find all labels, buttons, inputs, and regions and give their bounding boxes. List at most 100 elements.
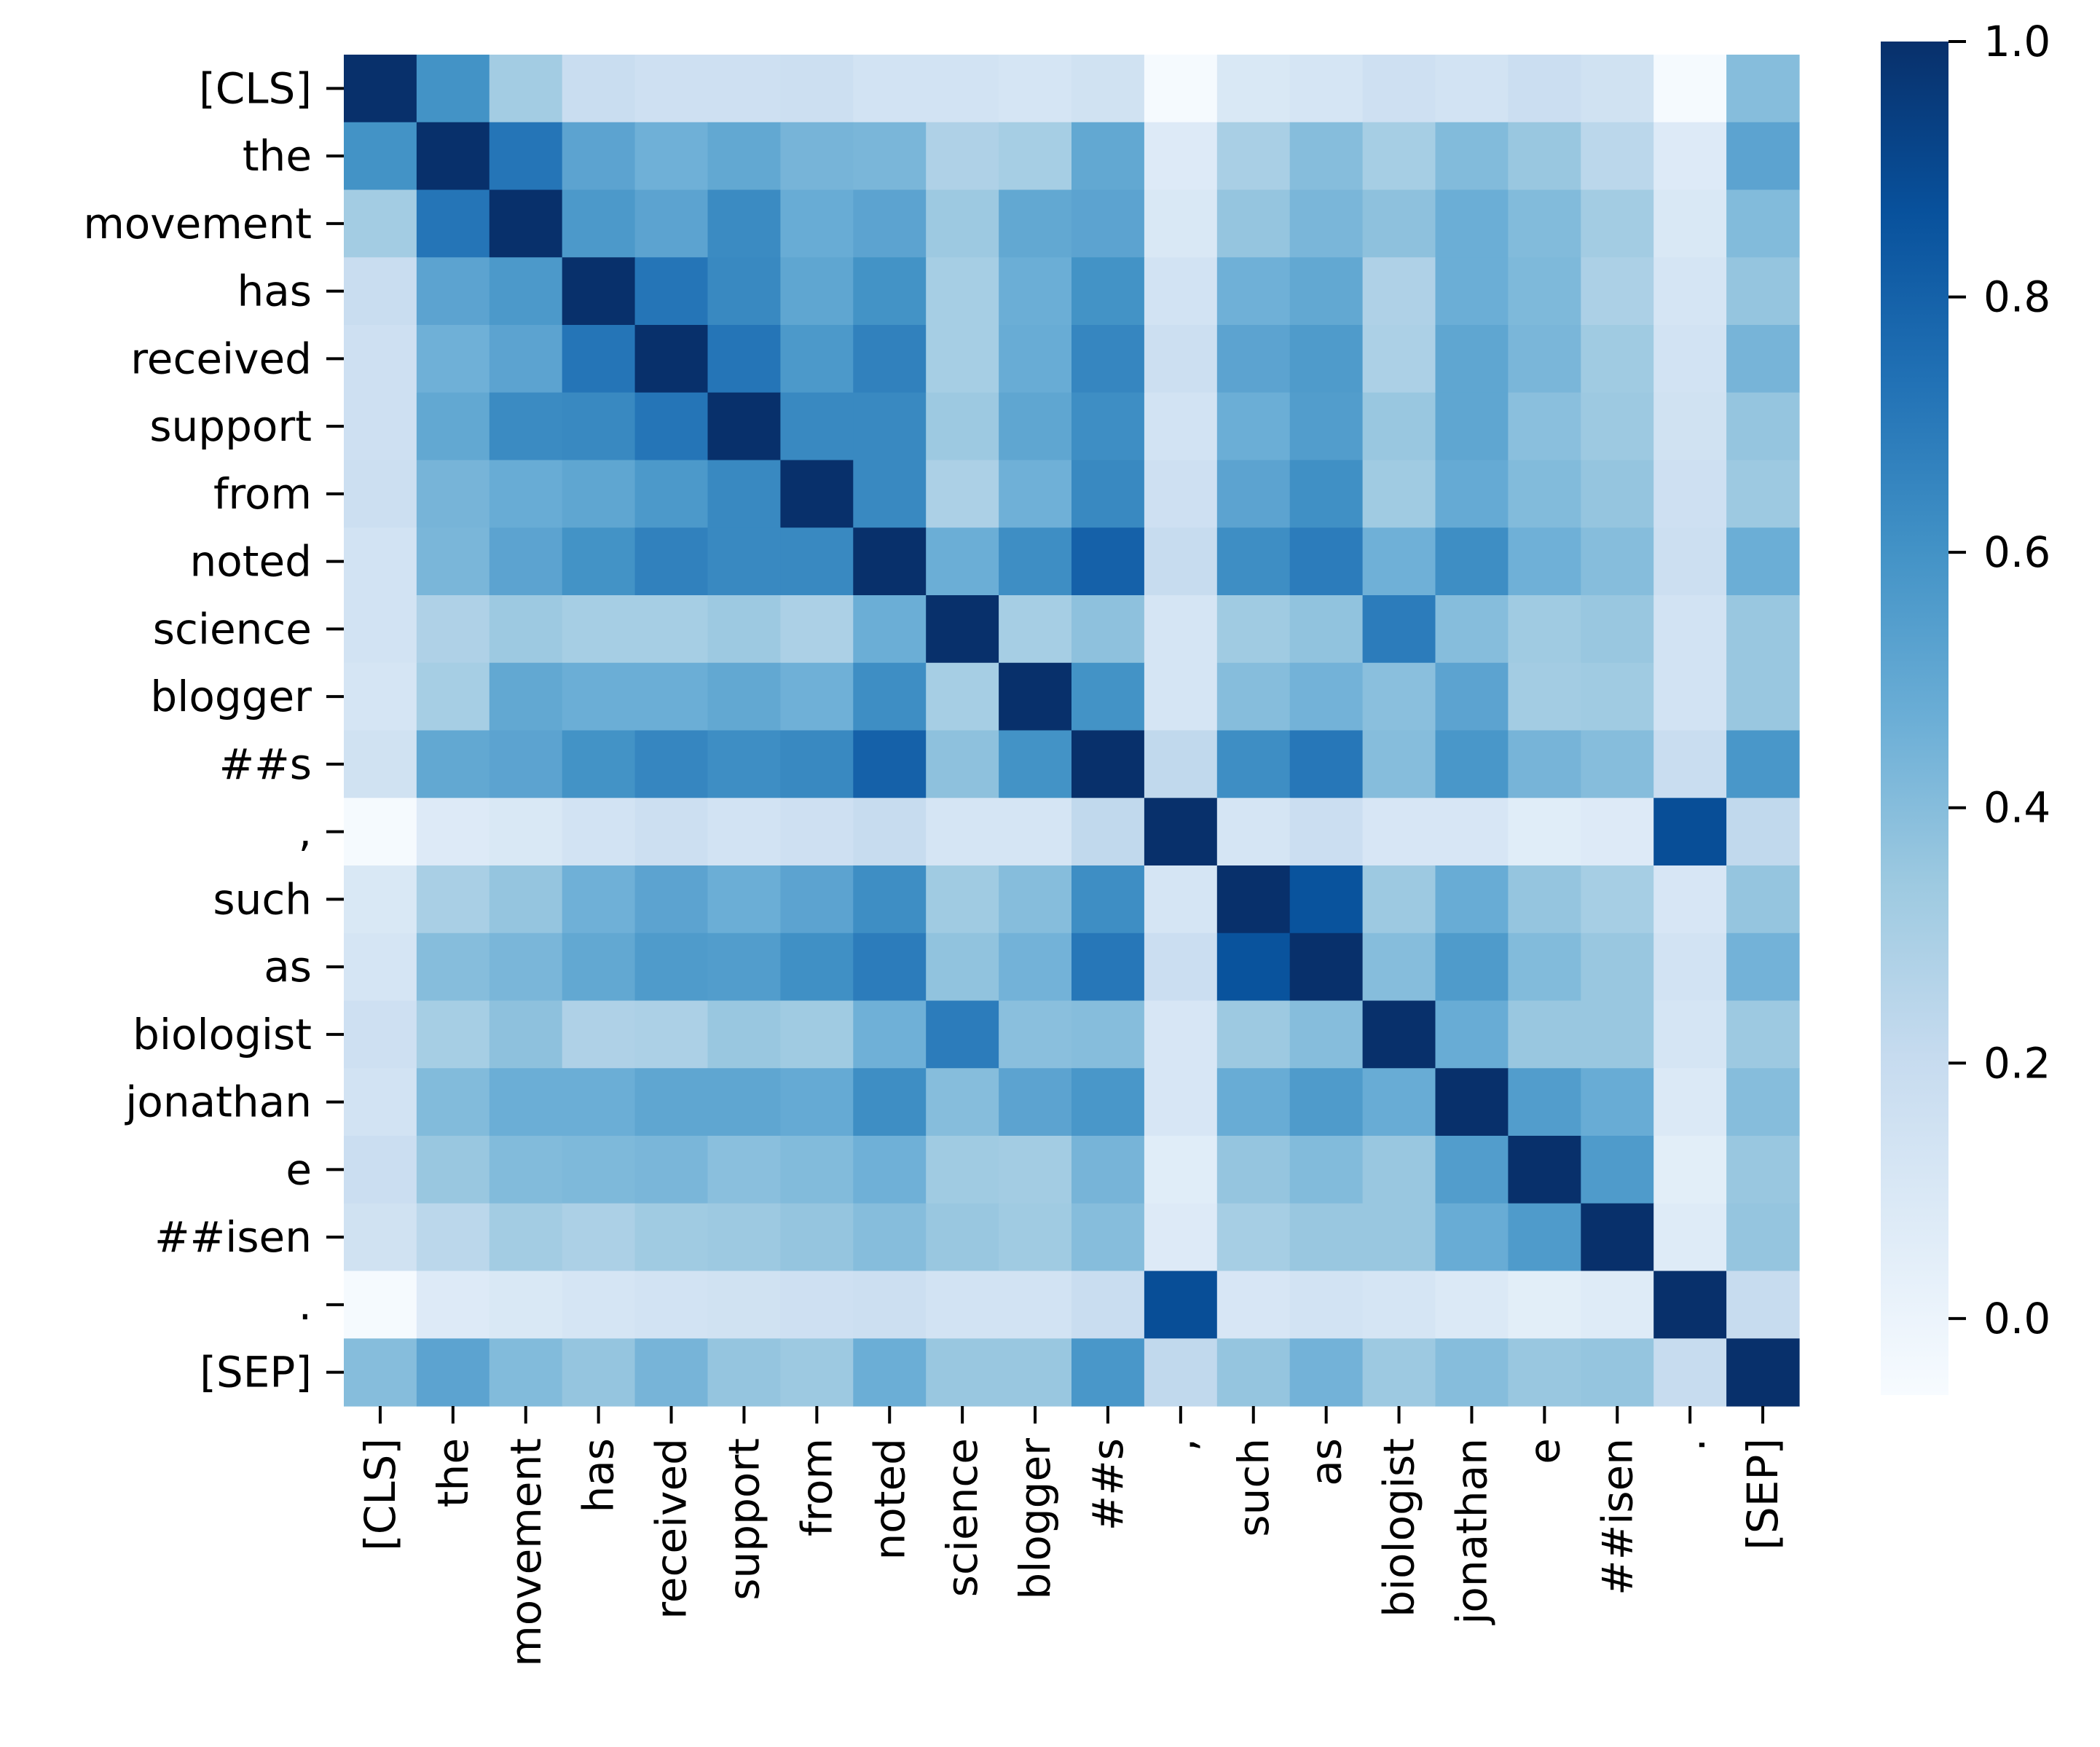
heatmap-cell (489, 1000, 563, 1069)
heatmap-cell (489, 865, 563, 934)
heatmap-cell (780, 1271, 854, 1339)
heatmap-cell (1508, 1338, 1581, 1407)
heatmap-cell (1144, 460, 1218, 528)
heatmap-cell (926, 1136, 999, 1204)
heatmap-cell (1289, 1136, 1364, 1204)
heatmap-cell (999, 460, 1072, 528)
heatmap-cell (707, 595, 781, 664)
heatmap-cell (416, 662, 490, 731)
heatmap-cell (1653, 1271, 1727, 1339)
heatmap-cell (1289, 189, 1364, 258)
heatmap-cell (1508, 1136, 1581, 1204)
heatmap-cell (1071, 122, 1145, 191)
heatmap-cell (1362, 1068, 1436, 1136)
y-tick-label: noted (190, 537, 312, 586)
heatmap-cell (634, 1338, 709, 1407)
heatmap-cell (1071, 527, 1145, 596)
x-tick-label: as (1302, 1438, 1351, 1486)
heatmap-cell (1726, 189, 1800, 258)
heatmap-cell (853, 1203, 927, 1272)
heatmap-cell (1726, 257, 1800, 326)
heatmap-cell (1289, 798, 1364, 866)
heatmap-cell (344, 798, 417, 866)
heatmap-cell (562, 1000, 636, 1069)
heatmap-cell (634, 189, 709, 258)
heatmap-cell (707, 122, 781, 191)
heatmap-cell (1362, 189, 1436, 258)
heatmap-cell (1289, 662, 1364, 731)
heatmap-cell (344, 55, 417, 123)
heatmap-cell (1581, 1338, 1654, 1407)
heatmap-cell (562, 122, 636, 191)
heatmap-cell (1362, 595, 1436, 664)
y-tick-label: science (153, 604, 312, 653)
heatmap-cell (1362, 122, 1436, 191)
heatmap-cell (562, 595, 636, 664)
heatmap-cell (1362, 662, 1436, 731)
heatmap-cell (634, 325, 709, 393)
heatmap-cell (1726, 392, 1800, 461)
heatmap-cell (1653, 55, 1727, 123)
heatmap-cell (780, 122, 854, 191)
heatmap-cell (489, 798, 563, 866)
y-tick-label: received (130, 334, 312, 383)
heatmap-cell (489, 189, 563, 258)
heatmap-cell (1071, 1203, 1145, 1272)
heatmap-cell (562, 662, 636, 731)
heatmap-cell (489, 1338, 563, 1407)
heatmap-cell (780, 55, 854, 123)
heatmap-cell (1071, 1271, 1145, 1339)
heatmap-cell (1435, 325, 1509, 393)
heatmap-cell (489, 527, 563, 596)
heatmap-cell (853, 122, 927, 191)
heatmap-cell (1653, 257, 1727, 326)
heatmap-cell (926, 1271, 999, 1339)
heatmap-cell (1144, 527, 1218, 596)
colorbar (1881, 42, 1948, 1395)
heatmap-cell (999, 527, 1072, 596)
heatmap-cell (780, 798, 854, 866)
heatmap-cell (634, 865, 709, 934)
heatmap-cell (926, 1000, 999, 1069)
x-tick-label: has (574, 1438, 624, 1513)
heatmap-cell (1216, 257, 1291, 326)
heatmap-cell (634, 1068, 709, 1136)
heatmap-cell (344, 392, 417, 461)
heatmap-cell (1071, 55, 1145, 123)
heatmap-cell (999, 325, 1072, 393)
y-axis: [CLS] the movement has received support from no… (83, 63, 344, 1397)
heatmap-cell (562, 527, 636, 596)
heatmap-cell (926, 1203, 999, 1272)
heatmap-cell (1289, 1000, 1364, 1069)
heatmap-cell (926, 865, 999, 934)
heatmap-cell (562, 1136, 636, 1204)
heatmap-cell (853, 1338, 927, 1407)
heatmap-cell (416, 1068, 490, 1136)
heatmap-cell (1362, 1136, 1436, 1204)
x-tick-label: , (1156, 1438, 1206, 1451)
heatmap-cell (1362, 1000, 1436, 1069)
heatmap-cell (1289, 865, 1364, 934)
heatmap-cell (344, 595, 417, 664)
heatmap-cell (1071, 1000, 1145, 1069)
heatmap-cell (1362, 257, 1436, 326)
heatmap-cell (634, 460, 709, 528)
heatmap-cell (1508, 257, 1581, 326)
y-tick-label: ##isen (154, 1212, 312, 1262)
heatmap-cell (1289, 1271, 1364, 1339)
heatmap-cell (1216, 933, 1291, 1002)
heatmap-cell (344, 1338, 417, 1407)
heatmap-cell (344, 1203, 417, 1272)
heatmap-cell (1726, 730, 1800, 798)
heatmap-cell (1362, 55, 1436, 123)
heatmap-cell (780, 325, 854, 393)
heatmap-cell (1071, 595, 1145, 664)
heatmap-cell (707, 325, 781, 393)
heatmap-cell (416, 325, 490, 393)
heatmap-cell (1726, 1068, 1800, 1136)
y-tick-label: [SEP] (200, 1348, 312, 1397)
heatmap-cell (1581, 662, 1654, 731)
heatmap-cell (1581, 257, 1654, 326)
heatmap-cell (562, 460, 636, 528)
heatmap-cell (634, 798, 709, 866)
